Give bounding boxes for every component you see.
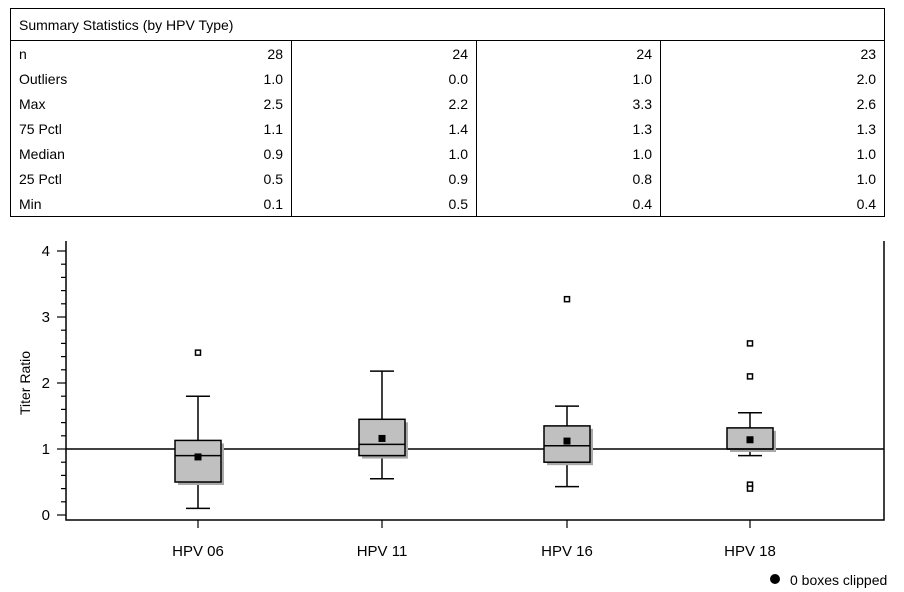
table-body: Summary Statistics (by HPV Type) n 28 24 24… [10,8,885,217]
table-title: Summary Statistics (by HPV Type) [10,8,885,41]
cell-value: 28 [267,45,283,62]
row-label: 25 Pctl [19,170,62,187]
table-row: Outliers 1.0 0.0 1.0 2.0 [11,66,885,91]
cell-value: 0.5 [263,170,283,187]
table-row: Median 0.9 1.0 1.0 1.0 [11,141,885,166]
cell-value: 1.4 [291,116,477,141]
table-cell: Outliers 1.0 [11,66,292,91]
table-cell: Max 2.5 [11,91,292,116]
cell-value: 23 [659,40,885,66]
x-tick-label: HPV 18 [724,543,776,560]
table-row: 25 Pctl 0.5 0.9 0.8 1.0 [11,166,885,191]
cell-value: 0.1 [263,195,283,212]
y-axis-title: Titer Ratio [17,351,33,415]
cell-value: 2.5 [263,95,283,112]
cell-value: 1.0 [659,141,885,166]
cell-value: 24 [476,40,661,66]
mean-marker [746,436,754,444]
outlier-marker [746,485,754,492]
row-label: 75 Pctl [19,120,62,137]
cell-value: 0.4 [476,191,661,217]
mean-marker [563,437,571,445]
cell-value: 1.3 [476,116,661,141]
cell-value: 2.0 [659,66,885,91]
table-cell: 25 Pctl 0.5 [11,166,292,191]
x-tick-label: HPV 16 [541,543,593,560]
cell-value: 0.0 [291,66,477,91]
table-cell: n 28 [11,41,292,67]
cell-value: 2.6 [659,91,885,116]
cell-value: 0.8 [476,166,661,191]
table-cell: 75 Pctl 1.1 [11,116,292,141]
table-cell: Median 0.9 [11,141,292,166]
table-row: 75 Pctl 1.1 1.4 1.3 1.3 [11,116,885,141]
y-tick-label: 3 [42,309,50,326]
cell-value: 0.9 [263,145,283,162]
cell-value: 1.0 [291,141,477,166]
y-tick-label: 4 [42,243,50,260]
table-cell: Min 0.1 [11,191,292,217]
x-tick-label: HPV 06 [172,543,224,560]
row-label: Min [19,195,42,212]
cell-value: 1.0 [476,66,661,91]
row-label: Max [19,95,46,112]
row-label: n [19,45,27,62]
y-tick-label: 1 [42,441,50,458]
row-label: Outliers [19,70,68,87]
cell-value: 1.3 [659,116,885,141]
summary-statistics-table: Summary Statistics (by HPV Type) n 28 24 24… [10,8,886,217]
cell-value: 2.2 [291,91,477,116]
table-row: n 28 24 24 23 [11,40,885,67]
cell-value: 0.5 [291,191,477,217]
cell-value: 1.1 [263,120,283,137]
cell-value: 1.0 [659,166,885,191]
clipped-legend-marker [770,574,780,584]
row-label: Median [19,145,65,162]
outlier-marker [563,295,571,303]
x-tick-label: HPV 11 [357,543,408,560]
cell-value: 0.4 [659,191,885,217]
outlier-marker [194,349,202,356]
cell-value: 1.0 [263,70,283,87]
table-title-row: Summary Statistics (by HPV Type) [10,8,885,41]
y-tick-label: 2 [42,375,50,392]
cell-value: 0.9 [291,166,477,191]
cell-value: 24 [291,40,477,66]
iqr-box [543,425,591,463]
mean-marker [378,434,386,442]
outlier-marker [746,340,754,347]
cell-value: 1.0 [476,141,661,166]
table-row: Min 0.1 0.5 0.4 0.4 [11,191,885,217]
plot-frame [65,241,885,521]
cell-value: 3.3 [476,91,661,116]
mean-marker [194,453,202,461]
table-row: Max 2.5 2.2 3.3 2.6 [11,91,885,116]
outlier-marker [746,373,754,380]
y-tick-label: 0 [42,507,50,524]
clipped-legend-label: 0 boxes clipped [790,572,887,588]
iqr-box [174,439,222,483]
